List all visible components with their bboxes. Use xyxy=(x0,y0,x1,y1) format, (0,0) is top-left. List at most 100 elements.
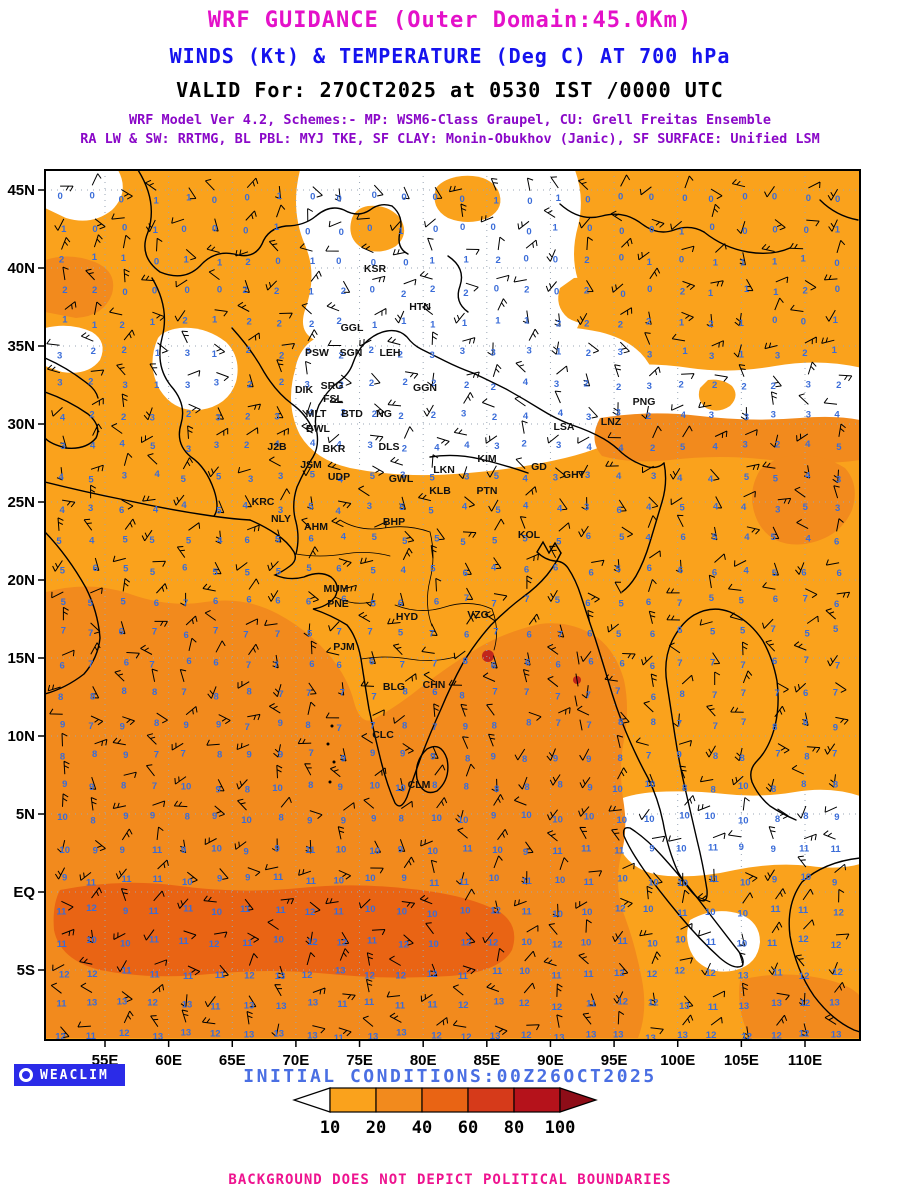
wind-barb xyxy=(515,457,526,469)
temp-value: 5 xyxy=(216,472,222,483)
wind-barb xyxy=(635,737,649,746)
temp-value: 4 xyxy=(713,502,719,513)
wind-barb xyxy=(276,204,286,218)
station-label: NG xyxy=(376,408,392,420)
temp-value: 0 xyxy=(619,252,624,263)
wind-barb xyxy=(514,395,526,407)
temp-value: 0 xyxy=(275,256,280,267)
station-label: SRG xyxy=(321,380,344,392)
wind-barb xyxy=(94,218,106,230)
wind-barb xyxy=(433,703,440,717)
wind-barb xyxy=(497,236,505,251)
temp-value: 11 xyxy=(522,906,533,917)
temp-value: 8 xyxy=(247,687,252,698)
wind-barb xyxy=(274,529,282,543)
wind-barb xyxy=(146,733,157,745)
temp-value: 2 xyxy=(369,378,374,389)
wind-barb xyxy=(248,332,260,341)
temp-value: 11 xyxy=(86,877,97,888)
temp-value: 11 xyxy=(179,936,190,947)
wind-barb xyxy=(607,432,621,439)
temp-value: 6 xyxy=(306,597,311,608)
station-label: HYD xyxy=(396,611,419,623)
wind-barb xyxy=(771,526,780,540)
wind-barb xyxy=(617,767,628,780)
wind-barb xyxy=(205,178,215,191)
wind-barb xyxy=(156,712,168,724)
temp-value: 0 xyxy=(372,190,377,201)
wind-barb xyxy=(114,670,125,682)
temp-value: 5 xyxy=(428,506,434,517)
wind-barb xyxy=(421,646,435,654)
wind-barb xyxy=(739,952,746,966)
wind-barb xyxy=(680,923,693,930)
wind-barb xyxy=(215,640,226,653)
temp-value: 11 xyxy=(708,843,719,854)
wind-barb xyxy=(187,370,201,377)
wind-barb xyxy=(587,592,600,603)
temp-value: 1 xyxy=(372,320,378,331)
temp-value: 5 xyxy=(494,471,500,482)
temp-value: 0 xyxy=(742,192,747,203)
temp-value: 7 xyxy=(835,660,840,671)
wind-barb xyxy=(526,1024,540,1031)
wind-barb xyxy=(248,995,257,1008)
temp-value: 10 xyxy=(675,934,686,945)
temp-value: 12 xyxy=(147,998,158,1009)
temp-value: 10 xyxy=(428,939,439,950)
wind-barb xyxy=(805,588,818,599)
wind-barb xyxy=(247,403,261,410)
wind-barb xyxy=(394,310,405,324)
wind-barb xyxy=(299,243,313,252)
wind-barb xyxy=(547,643,559,655)
wind-barb xyxy=(493,557,502,570)
wind-barb xyxy=(491,778,498,793)
wind-barb xyxy=(305,839,312,854)
temp-value: 3 xyxy=(464,471,469,482)
map-frame xyxy=(44,169,861,1041)
temp-value: 12 xyxy=(800,998,811,1009)
wind-barb xyxy=(203,895,217,903)
temp-value: 5 xyxy=(370,471,376,482)
temp-value: 6 xyxy=(588,656,593,667)
temp-value: 2 xyxy=(524,285,529,296)
temp-value: 10 xyxy=(241,815,252,826)
temp-value: 10 xyxy=(369,846,380,857)
wind-barb xyxy=(448,679,463,686)
temp-value: 5 xyxy=(460,537,466,548)
temp-value: 8 xyxy=(739,753,744,764)
wind-barb xyxy=(277,965,285,979)
wind-barb xyxy=(123,268,130,283)
wind-barb xyxy=(152,311,165,321)
temp-value: 1 xyxy=(154,380,160,391)
temp-value: 6 xyxy=(154,598,159,609)
temp-value: 6 xyxy=(553,563,558,574)
wind-barb xyxy=(803,465,811,479)
temp-value: 7 xyxy=(367,627,372,638)
temp-value: 10 xyxy=(643,904,654,915)
temp-value: 7 xyxy=(432,658,437,669)
temp-value: 6 xyxy=(183,630,188,641)
wind-barb xyxy=(670,220,683,230)
wind-barb xyxy=(389,220,402,231)
wind-barb xyxy=(215,530,222,545)
temp-value: 9 xyxy=(216,784,221,795)
temp-value: 1 xyxy=(92,320,98,331)
temp-value: 1 xyxy=(430,320,436,331)
wind-barb xyxy=(549,774,561,786)
wind-barb xyxy=(307,496,314,510)
wind-barb xyxy=(517,220,530,230)
wind-barb xyxy=(236,742,250,751)
wind-barb xyxy=(796,518,809,530)
wind-barb xyxy=(236,779,248,790)
temp-value: 0 xyxy=(243,225,248,236)
wind-barb xyxy=(152,984,165,994)
wind-barb xyxy=(62,499,76,508)
wind-barb xyxy=(838,423,846,437)
wind-barb xyxy=(121,499,134,510)
temp-value: 11 xyxy=(459,877,470,888)
temp-value: 10 xyxy=(460,905,471,916)
wind-barb xyxy=(578,178,589,190)
temp-value: 8 xyxy=(618,753,623,764)
temp-value: 8 xyxy=(278,812,283,823)
